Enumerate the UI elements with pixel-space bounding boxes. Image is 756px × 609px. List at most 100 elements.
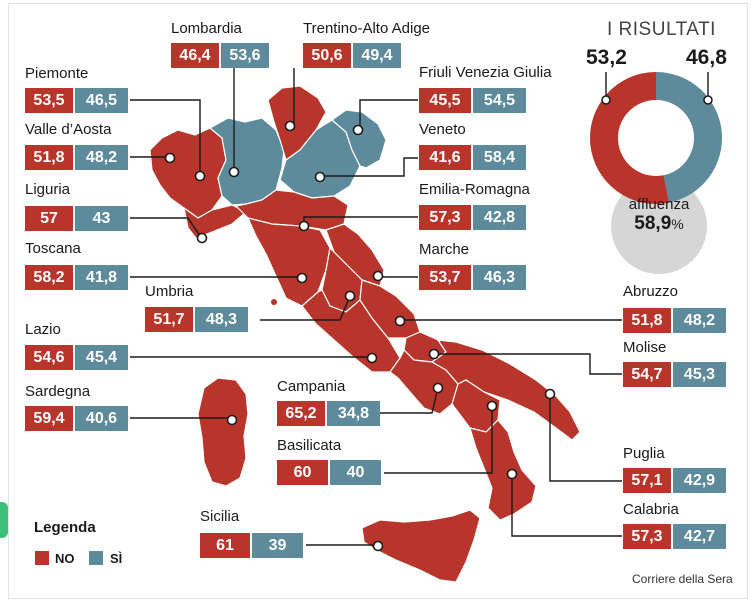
total-si-value: 46,8 [686,46,727,69]
region-result-basilicata: 60 40 [277,460,381,485]
region-name-sicilia: Sicilia [200,508,240,525]
region-name-sardegna: Sardegna [25,383,91,400]
pin-total-no [601,95,611,105]
legend-label-no: NO [55,551,75,566]
region-name-lombardia: Lombardia [171,20,242,37]
leader-friuli [359,99,418,130]
region-name-basilicata: Basilicata [277,437,342,454]
si-value-lombardia: 53,6 [221,43,269,68]
si-value-liguria: 43 [75,206,128,231]
region-name-marche: Marche [419,241,470,258]
region-result-liguria: 57 43 [25,206,128,231]
leader-piemonte [130,99,201,172]
no-value-molise: 54,7 [623,362,671,387]
region-shape-puglia [430,339,581,441]
region-name-emilia: Emilia-Romagna [419,181,530,198]
region-result-piemonte: 53,5 46,5 [25,88,128,113]
pin-umbria [344,290,356,302]
region-result-friuli: 45,5 54,5 [419,88,526,113]
region-name-molise: Molise [623,339,667,356]
region-name-veneto: Veneto [419,121,466,138]
pin-sicilia [372,540,384,552]
no-value-piemonte: 53,5 [25,88,73,113]
turnout-box: affluenza 58,9% [612,196,706,256]
region-shape-liguria [183,204,248,239]
leader-veneto [320,157,418,177]
no-value-veneto: 41,6 [419,145,471,170]
region-shape-sardegna [197,377,249,487]
pin-friuli [352,124,364,136]
no-value-friuli: 45,5 [419,88,471,113]
credit: Corriere della Sera [632,572,733,586]
region-result-lazio: 54,6 45,4 [25,345,128,370]
pin-total-si [703,95,713,105]
no-value-liguria: 57 [25,206,73,231]
si-value-sicilia: 39 [252,533,303,558]
pin-veneto [314,171,326,183]
si-value-abruzzo: 48,2 [673,308,726,333]
region-name-valle: Valle d’Aosta [25,121,112,138]
si-value-lazio: 45,4 [75,345,128,370]
no-value-lombardia: 46,4 [171,43,219,68]
region-name-friuli: Friuli Venezia Giulia [419,64,552,81]
si-value-marche: 46,3 [473,265,526,290]
no-value-sicilia: 61 [200,533,250,558]
region-name-toscana: Toscana [25,240,81,257]
region-result-trentino: 50,6 49,4 [303,43,401,68]
legend-swatch-si [89,551,103,565]
region-result-campania: 65,2 34,8 [277,401,380,426]
region-shape-friuli [331,109,387,169]
total-no-value: 53,2 [586,46,627,69]
leader-umbria [260,295,351,321]
si-value-umbria: 48,3 [195,307,248,332]
pin-toscana [296,272,308,284]
no-value-marche: 53,7 [419,265,471,290]
pin-valle [164,152,176,164]
pin-calabria [506,468,518,480]
region-result-toscana: 58,2 41,8 [25,265,128,290]
turnout-label: affluenza [628,196,690,213]
pin-sardegna [226,414,238,426]
turnout-unit: % [671,216,684,232]
pin-puglia [544,388,556,400]
leader-calabria [511,474,622,537]
no-value-lazio: 54,6 [25,345,73,370]
si-value-valle: 48,2 [75,145,128,170]
region-result-lombardia: 46,4 53,6 [171,43,269,68]
pin-piemonte [194,170,206,182]
region-name-piemonte: Piemonte [25,65,89,82]
pin-lombardia [228,166,240,178]
region-name-abruzzo: Abruzzo [623,283,679,300]
region-result-sicilia: 61 39 [200,533,303,558]
turnout-value-wrap: 58,9% [612,213,706,235]
island-elba [271,299,277,305]
no-value-umbria: 51,7 [145,307,193,332]
no-value-basilicata: 60 [277,460,328,485]
no-value-campania: 65,2 [277,401,325,426]
si-value-basilicata: 40 [330,460,381,485]
region-result-veneto: 41,6 58,4 [419,145,526,170]
region-name-liguria: Liguria [25,181,71,198]
region-name-trentino: Trentino-Alto Adige [303,20,431,37]
pin-emilia [298,220,310,232]
no-value-puglia: 57,1 [623,468,671,493]
no-value-abruzzo: 51,8 [623,308,671,333]
no-value-toscana: 58,2 [25,265,73,290]
leader-molise [434,353,622,375]
no-value-calabria: 57,3 [623,524,671,549]
region-result-emilia: 57,3 42,8 [419,205,526,230]
pin-liguria [196,232,208,244]
results-title: I RISULTATI [607,19,716,40]
si-value-trentino: 49,4 [353,43,401,68]
turnout-circle [611,178,707,274]
pin-trentino [284,120,296,132]
region-result-abruzzo: 51,8 48,2 [623,308,726,333]
si-value-toscana: 41,8 [75,265,128,290]
legend-label-si: SÌ [110,551,123,566]
region-result-puglia: 57,1 42,9 [623,468,726,493]
si-value-veneto: 58,4 [473,145,526,170]
donut-hole [618,100,694,176]
region-name-puglia: Puglia [623,445,665,462]
